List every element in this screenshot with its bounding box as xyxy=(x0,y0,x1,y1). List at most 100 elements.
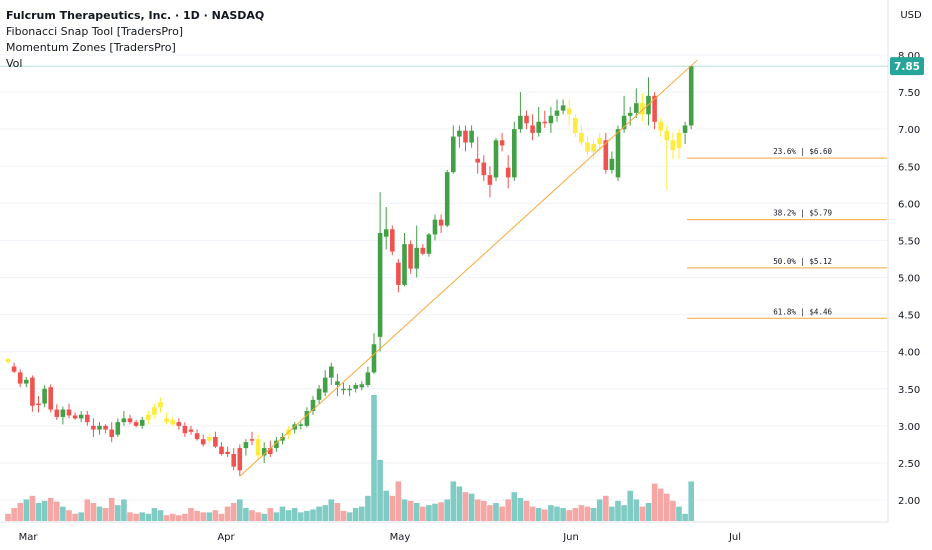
candle-body[interactable] xyxy=(298,424,304,426)
candle-body[interactable] xyxy=(158,402,163,408)
candle-body[interactable] xyxy=(225,451,230,455)
candle-body[interactable] xyxy=(536,121,541,133)
candle-body[interactable] xyxy=(341,388,346,391)
candle-body[interactable] xyxy=(261,448,267,456)
candle-body[interactable] xyxy=(316,388,322,400)
candle-body[interactable] xyxy=(66,409,72,416)
indicator-fibonacci[interactable]: Fibonacci Snap Tool [TradersPro] xyxy=(6,25,184,38)
candle-body[interactable] xyxy=(97,425,102,430)
candle-body[interactable] xyxy=(54,409,60,417)
candle-body[interactable] xyxy=(438,219,444,226)
candle-body[interactable] xyxy=(566,108,572,115)
candle-body[interactable] xyxy=(463,130,468,143)
candle-body[interactable] xyxy=(615,129,621,178)
candle-body[interactable] xyxy=(42,388,47,404)
candle-body[interactable] xyxy=(182,425,188,434)
candle-body[interactable] xyxy=(280,436,285,441)
candle-body[interactable] xyxy=(103,425,108,430)
candle-body[interactable] xyxy=(658,121,663,131)
candle-body[interactable] xyxy=(347,388,352,391)
candle-body[interactable] xyxy=(597,138,602,144)
candle-body[interactable] xyxy=(487,175,493,185)
candle-body[interactable] xyxy=(5,359,11,363)
candle-body[interactable] xyxy=(402,244,407,285)
candle-body[interactable] xyxy=(469,130,474,143)
candle-body[interactable] xyxy=(164,418,169,423)
candle-body[interactable] xyxy=(304,411,310,426)
candle-body[interactable] xyxy=(152,407,157,415)
candle-body[interactable] xyxy=(621,115,627,130)
candle-body[interactable] xyxy=(268,448,273,455)
candle-body[interactable] xyxy=(365,372,371,386)
candle-body[interactable] xyxy=(688,66,694,126)
indicator-volume[interactable]: Vol xyxy=(6,57,23,70)
candle-body[interactable] xyxy=(310,399,316,411)
candle-body[interactable] xyxy=(585,142,590,152)
candle-body[interactable] xyxy=(670,140,676,150)
candle-body[interactable] xyxy=(640,103,645,115)
candle-body[interactable] xyxy=(85,414,90,423)
candle-body[interactable] xyxy=(652,95,657,122)
candle-body[interactable] xyxy=(377,233,383,337)
candle-body[interactable] xyxy=(200,439,206,445)
candle-body[interactable] xyxy=(560,105,566,111)
candle-body[interactable] xyxy=(396,262,401,285)
candle-body[interactable] xyxy=(627,112,633,116)
candle-body[interactable] xyxy=(109,429,114,437)
candle-body[interactable] xyxy=(609,158,615,170)
candle-body[interactable] xyxy=(243,442,249,449)
candle-body[interactable] xyxy=(383,229,389,237)
candle-body[interactable] xyxy=(274,440,279,449)
candle-body[interactable] xyxy=(335,381,340,386)
indicator-momentum[interactable]: Momentum Zones [TradersPro] xyxy=(6,41,176,54)
candle-body[interactable] xyxy=(249,439,255,441)
candle-body[interactable] xyxy=(481,162,487,176)
candle-body[interactable] xyxy=(115,422,121,435)
candle-body[interactable] xyxy=(188,429,194,432)
candle-body[interactable] xyxy=(603,140,609,170)
candle-body[interactable] xyxy=(359,384,365,388)
candle-body[interactable] xyxy=(530,125,535,133)
candle-body[interactable] xyxy=(237,448,243,471)
candle-body[interactable] xyxy=(390,229,395,252)
candle-body[interactable] xyxy=(518,115,523,130)
candle-body[interactable] xyxy=(505,167,511,178)
candle-body[interactable] xyxy=(72,415,78,419)
candle-body[interactable] xyxy=(579,132,584,143)
candle-body[interactable] xyxy=(542,121,548,124)
candle-body[interactable] xyxy=(420,247,426,254)
candle-body[interactable] xyxy=(78,414,84,419)
candle-body[interactable] xyxy=(213,436,218,447)
candle-body[interactable] xyxy=(207,436,212,441)
candle-body[interactable] xyxy=(634,103,639,113)
candle-body[interactable] xyxy=(591,144,596,152)
candle-body[interactable] xyxy=(255,439,261,456)
candle-body[interactable] xyxy=(524,115,529,124)
candle-body[interactable] xyxy=(139,419,145,426)
candle-body[interactable] xyxy=(475,158,480,163)
candle-body[interactable] xyxy=(554,110,560,116)
candle-body[interactable] xyxy=(444,172,450,226)
candle-body[interactable] xyxy=(121,418,127,423)
currency-label[interactable]: USD xyxy=(900,10,922,21)
candle-body[interactable] xyxy=(432,219,438,235)
candle-body[interactable] xyxy=(499,140,505,146)
candle-body[interactable] xyxy=(48,387,53,410)
candle-body[interactable] xyxy=(426,234,432,254)
candle-body[interactable] xyxy=(512,129,517,178)
candle-body[interactable] xyxy=(11,366,17,372)
candle-body[interactable] xyxy=(548,115,554,124)
candle-body[interactable] xyxy=(493,140,499,178)
candle-body[interactable] xyxy=(24,379,29,384)
candle-body[interactable] xyxy=(146,414,151,420)
candle-body[interactable] xyxy=(371,344,377,373)
candle-body[interactable] xyxy=(682,125,688,133)
candle-body[interactable] xyxy=(408,244,413,269)
candle-body[interactable] xyxy=(457,130,462,137)
candle-body[interactable] xyxy=(573,118,578,133)
candle-body[interactable] xyxy=(176,422,182,426)
candle-body[interactable] xyxy=(676,132,682,148)
candle-body[interactable] xyxy=(664,130,670,141)
candle-body[interactable] xyxy=(219,446,224,455)
